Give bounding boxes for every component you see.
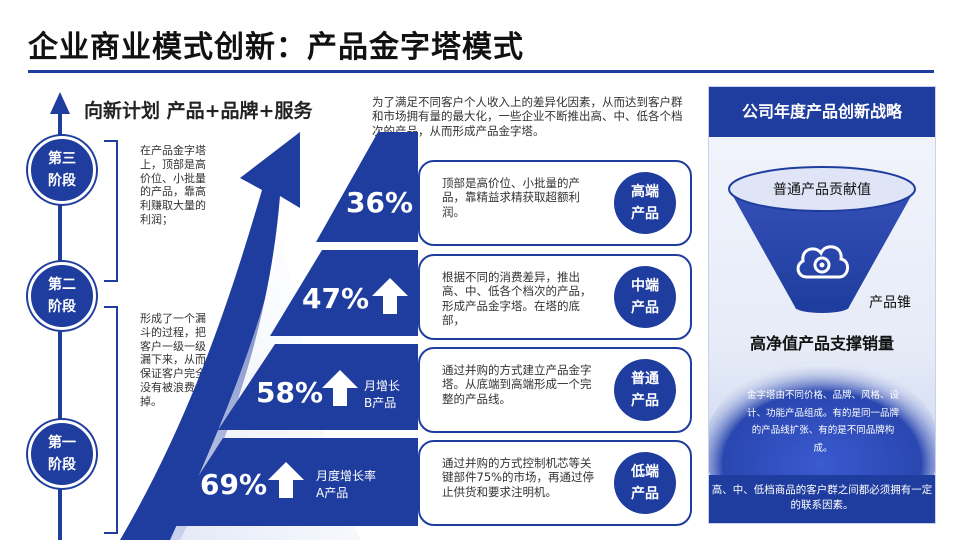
tier-4-badge: 低端 产品 — [614, 452, 676, 514]
strategy-panel: 公司年度产品创新战略 普通产品贡献值 产品锥 高净值产品支撑销量 金字塔由不同价… — [708, 86, 936, 524]
tier-top-text: 顶部是高价位、小批量的产品，靠精益求精获取超额利润。 — [442, 176, 580, 219]
stage-3-note: 在产品金字塔上，顶部是高价位、小批量的产品，靠高利赚取大量的利润； — [140, 144, 206, 226]
up-arrow-icon — [268, 462, 304, 498]
tier-3-badge-line1: 普通 — [631, 370, 659, 387]
stage-1-line2: 阶段 — [48, 457, 76, 473]
panel-description: 金字塔由不同价格、品牌、风格、设计、功能产品组成。有的是同一品牌的产品线扩张、有… — [746, 390, 899, 454]
tier-3-text: 通过并购的方式建立产品金字塔。从底端到高端形成一个完整的产品线。 — [442, 363, 592, 406]
tier-top-percent: 36% — [346, 186, 414, 219]
stage-2-note: 形成了一个漏斗的过程，把客户一级一级漏下来，从而保证客户完全没有被浪费掉。 — [140, 312, 206, 408]
tier-3-growth-product: B产品 — [364, 395, 397, 410]
tier-2-badge-line1: 中端 — [631, 277, 659, 294]
tier-3-badge: 普通 产品 — [614, 359, 676, 421]
tier-2 — [270, 250, 418, 336]
tier-top-badge: 高端 产品 — [614, 172, 676, 234]
tier-3-growth-label: 月增长 — [364, 379, 401, 393]
tier-4-badge-line2: 产品 — [631, 486, 659, 502]
sub-heading: 向新计划 产品+品牌+服务 — [84, 100, 313, 122]
stage-3-bracket — [104, 140, 118, 282]
tier-top-badge-line1: 高端 — [631, 183, 659, 200]
up-arrow-icon — [372, 278, 408, 314]
tier-2-badge-line2: 产品 — [631, 300, 659, 316]
tier-3-percent: 58% — [256, 376, 324, 409]
tier-4-growth-label: 月度增长率 — [316, 469, 377, 483]
title-divider — [28, 70, 934, 73]
funnel-graphic — [728, 166, 916, 313]
stage-2-badge: 第二 阶段 — [28, 262, 96, 330]
cloud-gear-icon — [796, 245, 849, 279]
tier-top — [316, 132, 418, 242]
tier-2-text: 根据不同的消费差异，推出高、中、低各个档次的产品，形成产品金字塔。在塔的底部， — [442, 270, 592, 328]
tier-4-growth-product: A产品 — [316, 485, 349, 500]
tier-2-percent: 47% — [302, 282, 370, 315]
tier-4-text: 通过并购的方式控制机芯等关键部件75%的市场，再通过停止供货和要求注明机。 — [442, 456, 595, 499]
tier-4-box: 通过并购的方式控制机芯等关键部件75%的市场，再通过停止供货和要求注明机。 低端… — [418, 440, 692, 526]
stage-3-line2: 阶段 — [48, 173, 76, 189]
stage-2-line2: 阶段 — [48, 299, 76, 315]
tier-3-growth: 月增长 B产品 — [364, 378, 400, 412]
stage-3-line1: 第三 — [48, 150, 76, 167]
tier-2-badge: 中端 产品 — [614, 266, 676, 328]
stage-1-line1: 第一 — [48, 434, 76, 451]
tier-3 — [218, 344, 418, 430]
stage-3-badge: 第三 阶段 — [28, 136, 96, 204]
stage-2-bracket — [104, 306, 118, 534]
tier-4-badge-line1: 低端 — [631, 463, 659, 480]
up-arrow-icon — [322, 370, 358, 406]
tier-2-box: 根据不同的消费差异，推出高、中、低各个档次的产品，形成产品金字塔。在塔的底部， … — [418, 254, 692, 340]
tier-4-percent: 69% — [200, 468, 268, 501]
timeline-arrow-icon — [50, 92, 70, 114]
tier-3-badge-line2: 产品 — [631, 393, 659, 409]
cone-label: 产品锥 — [869, 295, 911, 311]
tier-top-badge-line2: 产品 — [631, 206, 659, 222]
panel-footer: 高、中、低档商品的客户群之间都必须拥有一定的联系因素。 — [709, 475, 935, 523]
stage-1-badge: 第一 阶段 — [28, 420, 96, 488]
page-title: 企业商业模式创新：产品金字塔模式 — [28, 30, 524, 65]
tier-4-growth: 月度增长率 A产品 — [316, 468, 376, 502]
tier-top-box: 顶部是高价位、小批量的产品，靠精益求精获取超额利润。 高端 产品 — [418, 160, 692, 246]
funnel-top-label: 普通产品贡献值 — [773, 182, 871, 198]
support-heading: 高净值产品支撑销量 — [749, 334, 894, 353]
tier-3-box: 通过并购的方式建立产品金字塔。从底端到高端形成一个完整的产品线。 普通 产品 — [418, 347, 692, 433]
panel-heading: 公司年度产品创新战略 — [709, 87, 935, 137]
stage-2-line1: 第二 — [48, 276, 76, 293]
